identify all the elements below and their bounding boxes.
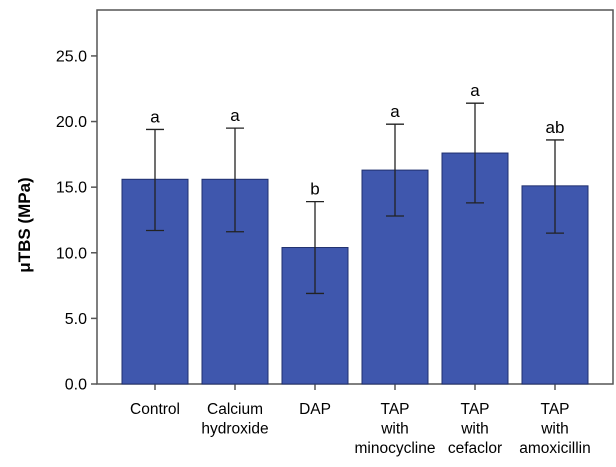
axes: 0.0 5.0 10.0 15.0 20.0 25.0 <box>56 9 614 394</box>
error-bars <box>146 102 564 295</box>
y-axis-label: μTBS (MPa) <box>15 177 34 272</box>
category-label: with <box>460 421 489 438</box>
category-label: Calcium <box>207 401 263 418</box>
significance-label: a <box>150 107 160 126</box>
significance-label: a <box>390 102 400 121</box>
category-label: TAP <box>461 401 490 418</box>
bars <box>121 152 589 385</box>
category-label: cefaclor <box>448 440 502 457</box>
category-label: minocycline <box>355 440 436 457</box>
category-label: DAP <box>299 401 331 418</box>
y-tick-label: 5.0 <box>65 311 87 328</box>
y-tick-label: 25.0 <box>56 48 87 65</box>
category-label: Control <box>130 401 180 418</box>
significance-label: a <box>470 81 480 100</box>
y-tick-label: 15.0 <box>56 180 87 197</box>
y-tick-label: 0.0 <box>65 377 87 394</box>
significance-label: b <box>310 180 319 199</box>
category-label: TAP <box>381 401 410 418</box>
plot-frame <box>96 9 614 385</box>
labels: a Control a Calcium hydroxide b DAP a TAP with min… <box>130 81 591 457</box>
significance-label: a <box>230 106 240 125</box>
category-label: with <box>540 421 569 438</box>
y-tick-label: 20.0 <box>56 114 87 131</box>
category-label: amoxicillin <box>519 440 591 457</box>
significance-label: ab <box>546 118 565 137</box>
category-label: TAP <box>541 401 570 418</box>
category-label: hydroxide <box>201 421 268 438</box>
y-tick-label: 10.0 <box>56 245 87 262</box>
category-label: with <box>380 421 409 438</box>
